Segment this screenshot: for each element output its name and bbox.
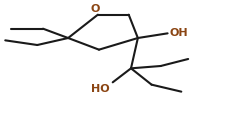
Text: OH: OH [169,28,188,38]
Text: O: O [90,4,100,14]
Text: HO: HO [90,84,109,94]
